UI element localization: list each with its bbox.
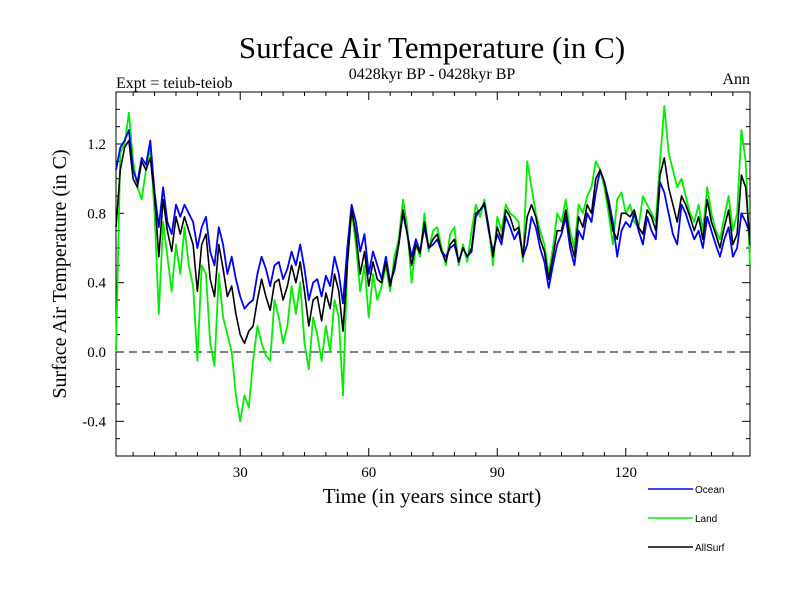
experiment-label: Expt = teiub-teiob bbox=[116, 75, 233, 92]
y-axis-ticks: -0.4 0.0 0.4 0.8 1.2 bbox=[82, 108, 750, 440]
chart-subtitle: 0428kyr BP - 0428kyr BP bbox=[349, 66, 516, 83]
legend-item-land: Land bbox=[648, 514, 717, 525]
series-layer bbox=[115, 105, 751, 423]
season-label: Ann bbox=[722, 71, 750, 88]
y-axis-label: Surface Air Temperature (in C) bbox=[49, 149, 71, 398]
y-tick-label: 1.2 bbox=[87, 137, 106, 153]
series-line-land bbox=[115, 105, 751, 423]
legend-label-land: Land bbox=[695, 514, 717, 525]
x-tick-label: 30 bbox=[233, 465, 248, 481]
series-line-ocean bbox=[115, 129, 751, 310]
x-axis-label: Time (in years since start) bbox=[323, 484, 542, 508]
x-tick-label: 120 bbox=[615, 465, 638, 481]
chart-title: Surface Air Temperature (in C) bbox=[239, 30, 625, 65]
legend: Ocean Land AllSurf bbox=[648, 485, 725, 554]
legend-label-ocean: Ocean bbox=[695, 485, 724, 496]
y-tick-label: -0.4 bbox=[82, 414, 106, 430]
x-tick-label: 60 bbox=[361, 465, 376, 481]
x-tick-label: 90 bbox=[490, 465, 505, 481]
x-axis-ticks: 30 60 90 120 bbox=[132, 92, 734, 481]
y-tick-label: 0.4 bbox=[87, 276, 106, 292]
plot-frame bbox=[115, 91, 751, 457]
y-tick-label: 0.8 bbox=[87, 206, 106, 222]
legend-item-ocean: Ocean bbox=[648, 485, 724, 496]
series-line-allsurf bbox=[115, 139, 751, 345]
y-tick-label: 0.0 bbox=[87, 345, 106, 361]
legend-item-allsurf: AllSurf bbox=[648, 543, 725, 554]
legend-label-allsurf: AllSurf bbox=[695, 543, 725, 554]
